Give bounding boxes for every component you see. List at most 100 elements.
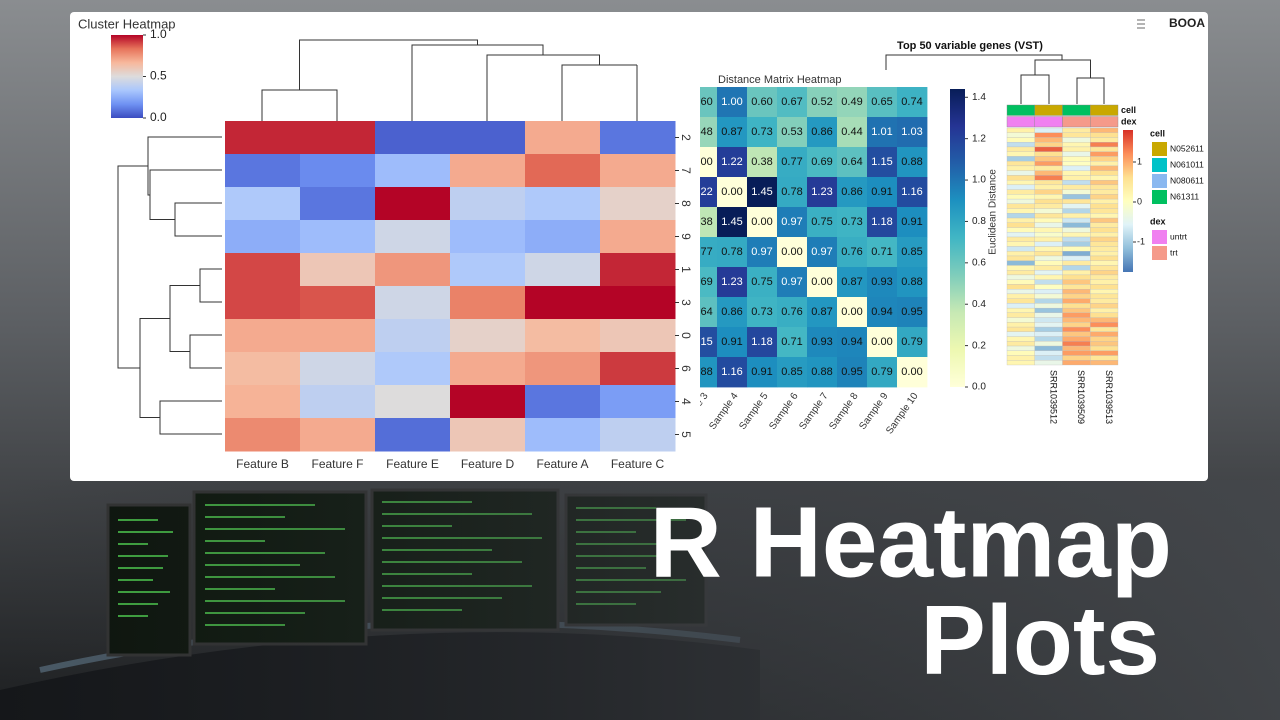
cell-label: 0.85 [901, 246, 922, 258]
heat-cell [1090, 227, 1119, 233]
cell-label: 0.00 [751, 216, 772, 228]
heat-cell [1006, 137, 1035, 143]
cell-label: 0.00 [781, 246, 802, 258]
cell-label: 1.23 [721, 276, 742, 288]
heat-cell [450, 154, 526, 188]
heat-cell [717, 207, 748, 238]
heat-cell [1006, 170, 1035, 176]
cell-label: 0.94 [841, 336, 862, 348]
heat-cell [1006, 260, 1035, 266]
cell-label: 0.00 [901, 366, 922, 378]
logo: BOOA [1169, 16, 1205, 30]
colorbar-tick-label: 0.5 [150, 69, 167, 83]
heat-cell [1062, 146, 1091, 152]
y-tick-label: 7 [679, 167, 693, 174]
heat-cell [897, 207, 928, 238]
heat-cell [300, 385, 376, 419]
heat-cell [1090, 189, 1119, 195]
heat-cell [1062, 251, 1091, 257]
heat-cell [1090, 284, 1119, 290]
heat-cell [225, 187, 301, 221]
heat-cell [600, 418, 676, 452]
heat-cell [717, 267, 748, 298]
heat-cell [1062, 222, 1091, 228]
heat-cell [1034, 194, 1063, 200]
heat-cell [777, 267, 808, 298]
heat-cell [1006, 132, 1035, 138]
colorbar-tick-label: 0.4 [972, 299, 986, 310]
heat-cell [807, 147, 838, 178]
heat-cell [375, 286, 451, 320]
heat-cell [450, 253, 526, 287]
heat-cell [1006, 293, 1035, 299]
heat-cell [1034, 170, 1063, 176]
heat-cell [300, 286, 376, 320]
heat-cell [1062, 341, 1091, 347]
cell-label: 0.53 [781, 126, 802, 138]
heat-cell [1062, 284, 1091, 290]
heat-cell [777, 237, 808, 268]
heat-cell [525, 418, 601, 452]
heat-cell [1062, 345, 1091, 351]
heat-cell [700, 147, 718, 178]
heat-cell [1006, 227, 1035, 233]
heat-cell [777, 87, 808, 118]
heat-cell [225, 121, 301, 155]
heat-cell [375, 418, 451, 452]
heat-cell [867, 87, 898, 118]
heat-cell [600, 220, 676, 254]
heat-cell [1090, 303, 1119, 309]
heat-cell [1062, 175, 1091, 181]
y-tick-label: 8 [679, 200, 693, 207]
heat-cell [1090, 293, 1119, 299]
heat-cell [777, 177, 808, 208]
heat-cell [375, 220, 451, 254]
cell-label: 0.38 [751, 156, 772, 168]
heat-cell [700, 327, 718, 358]
heat-cell [867, 267, 898, 298]
heat-cell [1006, 317, 1035, 323]
legend-label: trt [1170, 247, 1178, 257]
heat-cell [700, 87, 718, 118]
heat-cell [1090, 274, 1119, 280]
heat-cell [700, 117, 718, 148]
chart-title: Cluster Heatmap [78, 16, 176, 31]
heat-cell [525, 319, 601, 353]
colorbar-tick-label: 0 [1137, 196, 1142, 206]
cell-label: 0.79 [901, 336, 922, 348]
menu-icon [1137, 19, 1145, 29]
heat-cell [1090, 336, 1119, 342]
heat-cell [1006, 298, 1035, 304]
heat-cell [1034, 236, 1063, 242]
cell-label: 0.91 [901, 216, 922, 228]
chart-title: Top 50 variable genes (VST) [897, 40, 1043, 52]
heat-cell [450, 385, 526, 419]
heat-cell [867, 177, 898, 208]
heat-cell [807, 297, 838, 328]
colorbar-label: Euclidean Distance [988, 169, 999, 255]
heat-cell [837, 357, 868, 388]
cell-label: 0.88 [901, 276, 922, 288]
heat-cell [1006, 184, 1035, 190]
heat-cell [300, 121, 376, 155]
heat-cell [1034, 355, 1063, 361]
heat-cell [600, 286, 676, 320]
legend-label: N052611 [1170, 143, 1204, 153]
cell-label: 0.75 [751, 276, 772, 288]
heat-cell [1090, 151, 1119, 157]
heat-cell [1062, 289, 1091, 295]
heat-cell [300, 154, 376, 188]
heat-cell [867, 327, 898, 358]
heat-cell [1006, 355, 1035, 361]
heat-cell [1034, 232, 1063, 238]
heat-cell [1034, 156, 1063, 162]
legend-swatch [1152, 190, 1167, 204]
heat-cell [700, 267, 718, 298]
heat-cell [525, 286, 601, 320]
heat-cell [600, 385, 676, 419]
colorbar [111, 35, 143, 118]
heat-cell [450, 418, 526, 452]
heat-cell [600, 352, 676, 386]
heat-cell [225, 154, 301, 188]
